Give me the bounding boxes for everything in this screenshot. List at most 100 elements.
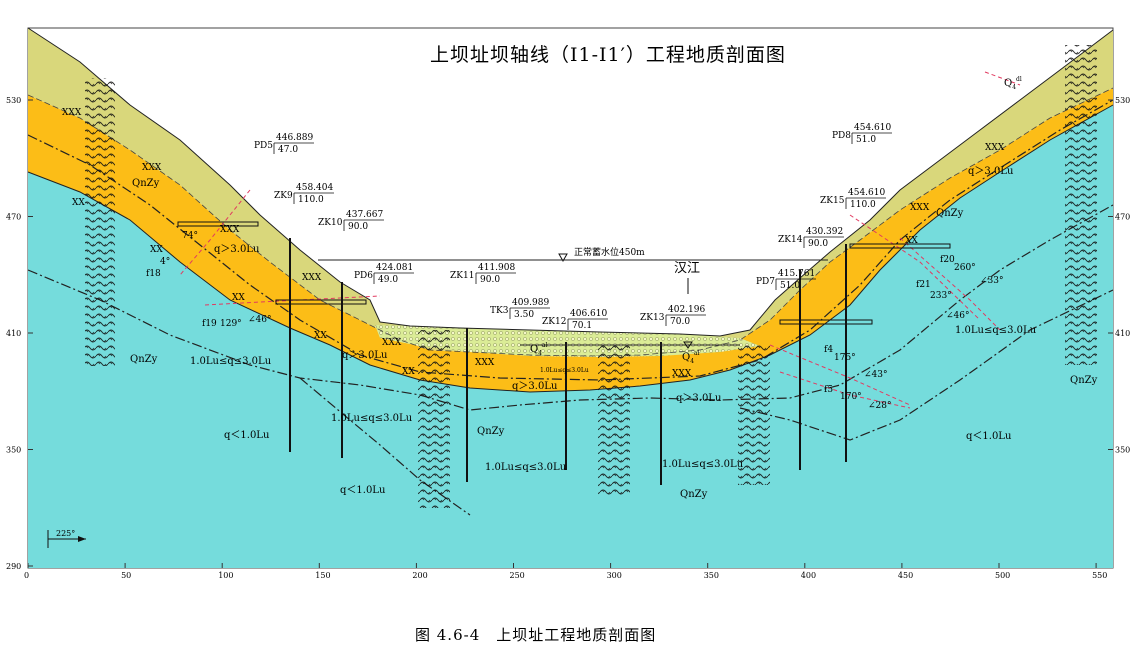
fault-f20-label: f20 bbox=[940, 255, 955, 265]
q-lt1-label-3: q＜1.0Lu bbox=[966, 431, 1012, 442]
borehole-name: TK3 bbox=[490, 306, 509, 316]
y-tick-label-left: 290 bbox=[6, 562, 21, 571]
xxx-label-6: XXX bbox=[475, 358, 495, 368]
borehole-name: PD7 bbox=[756, 277, 775, 287]
diagram-title: 上坝址坝轴线（Ⅰ1-Ⅰ1′）工程地质剖面图 bbox=[430, 44, 786, 66]
x-tick-label: 200 bbox=[412, 571, 427, 580]
xx-label-2: XX bbox=[150, 245, 163, 255]
borehole-elevation: 415.761 bbox=[778, 269, 815, 279]
borehole-depth: 70.0 bbox=[670, 317, 690, 327]
borehole-depth: 51.0 bbox=[780, 281, 800, 291]
orientation-indicator: 225° bbox=[47, 529, 86, 548]
xxx-label-4: XXX bbox=[302, 273, 322, 283]
figure-caption: 图 4.6-4 上坝址工程地质剖面图 bbox=[415, 626, 656, 644]
borehole-elevation: 454.610 bbox=[854, 123, 891, 133]
borehole-name: PD6 bbox=[354, 271, 373, 281]
xx-label-4: XX bbox=[314, 331, 327, 341]
q-mid-label-1: 1.0Lu≤q≤3.0Lu bbox=[190, 356, 272, 367]
fault-f19-angle: 129° bbox=[220, 319, 242, 329]
fault-f18-dip: 4° bbox=[160, 257, 170, 267]
x-tick-label: 250 bbox=[510, 571, 525, 580]
borehole-depth: 90.0 bbox=[480, 275, 500, 285]
y-tick-label-right: 470 bbox=[1115, 213, 1130, 222]
q-gt3-label-2: q＞3.0Lu bbox=[342, 350, 388, 361]
y-axis-left: 530 470 410 350 290 bbox=[6, 96, 33, 571]
x-tick-label: 300 bbox=[607, 571, 622, 580]
y-tick-label-left: 410 bbox=[6, 329, 21, 338]
fault-f18-angle: 74° bbox=[182, 231, 198, 241]
lugeon-line-lower bbox=[27, 204, 1114, 411]
borehole-depth: 3.50 bbox=[514, 310, 534, 320]
q-mid-label-5: 1.0Lu≤q≤3.0Lu bbox=[955, 325, 1037, 336]
borehole-name: ZK11 bbox=[450, 271, 474, 281]
qnzy-label-1: QnZy bbox=[132, 178, 160, 189]
borehole-label-zk12: ZK12 406.610 70.1 bbox=[542, 309, 608, 331]
ground-surface bbox=[27, 27, 1114, 337]
borehole-depth: 70.1 bbox=[572, 321, 592, 331]
y-tick-label-left: 350 bbox=[6, 446, 21, 455]
orientation-label: 225° bbox=[56, 529, 75, 538]
xx-label-5: XX bbox=[402, 367, 415, 377]
borehole-depth: 47.0 bbox=[278, 145, 298, 155]
x-tick-label: 50 bbox=[121, 571, 131, 580]
borehole-name: PD8 bbox=[832, 131, 851, 141]
x-tick-label: 400 bbox=[801, 571, 816, 580]
xx-label-6: XX bbox=[905, 236, 918, 246]
qnzy-label-4: QnZy bbox=[680, 489, 708, 500]
q-mid-label-4: 1.0Lu≤q≤3.0Lu bbox=[662, 459, 744, 470]
fault-f19-dip: ∠46° bbox=[248, 315, 272, 325]
fault-f4-label: f4 bbox=[824, 345, 833, 355]
y-tick-label-left: 530 bbox=[6, 96, 21, 105]
y-tick-label-left: 470 bbox=[6, 213, 21, 222]
water-level-label: 正常蓄水位450m bbox=[574, 246, 645, 258]
borehole-name: ZK14 bbox=[778, 235, 803, 245]
y-tick-label-right: 350 bbox=[1115, 446, 1130, 455]
borehole-depth: 90.0 bbox=[348, 222, 368, 232]
q-gt3-label-1: q＞3.0Lu bbox=[214, 244, 260, 255]
weathered-layer-top bbox=[28, 28, 1113, 356]
fault-f5-label: f5 bbox=[824, 385, 833, 395]
borehole-name: ZK12 bbox=[542, 317, 566, 327]
xxx-label-3: XXX bbox=[220, 225, 240, 235]
borehole-depth: 110.0 bbox=[850, 200, 876, 210]
borehole-depth: 49.0 bbox=[378, 275, 398, 285]
fault-f19-label: f19 bbox=[202, 319, 217, 329]
water-level-marker bbox=[558, 253, 568, 263]
borehole-shafts bbox=[289, 238, 847, 485]
fault-f21-angle: 233° bbox=[930, 291, 952, 301]
fault-f21-label: f21 bbox=[916, 280, 931, 290]
xx-label-1: XX bbox=[72, 198, 85, 208]
borehole-elevation: 409.989 bbox=[512, 298, 549, 308]
fault-f20-dip: ∠33° bbox=[980, 276, 1004, 286]
y-tick-label-right: 530 bbox=[1115, 96, 1130, 105]
borehole-depth: 110.0 bbox=[298, 195, 324, 205]
lugeon-line-deep bbox=[299, 289, 1114, 516]
borehole-name: ZK13 bbox=[640, 313, 665, 323]
x-tick-label: 100 bbox=[218, 571, 233, 580]
x-tick-label: 450 bbox=[898, 571, 913, 580]
xxx-label-7: XXX bbox=[672, 369, 692, 379]
lugeon-line-upper bbox=[27, 99, 1114, 381]
q4-al-left: Q4al bbox=[530, 342, 548, 357]
q-mid-label-small: 1.0Lu≤q≤3.0Lu bbox=[540, 367, 589, 374]
fault-f4-dip: ∠43° bbox=[864, 370, 888, 380]
q-gt3-label-5: q＞3.0Lu bbox=[968, 166, 1014, 177]
borehole-name: ZK10 bbox=[318, 218, 343, 228]
xx-label-3: XX bbox=[232, 293, 245, 303]
borehole-elevation: 424.081 bbox=[376, 263, 413, 273]
river-level-marker bbox=[683, 341, 693, 349]
weathered-layer-strong bbox=[28, 88, 1113, 392]
y-tick-label-right: 410 bbox=[1115, 329, 1130, 338]
borehole-elevation: 437.667 bbox=[346, 210, 383, 220]
x-tick-label: 500 bbox=[995, 571, 1010, 580]
xxx-label-2: XXX bbox=[142, 163, 162, 173]
x-tick-label: 150 bbox=[315, 571, 330, 580]
q-mid-label-3: 1.0Lu≤q≤3.0Lu bbox=[485, 462, 567, 473]
